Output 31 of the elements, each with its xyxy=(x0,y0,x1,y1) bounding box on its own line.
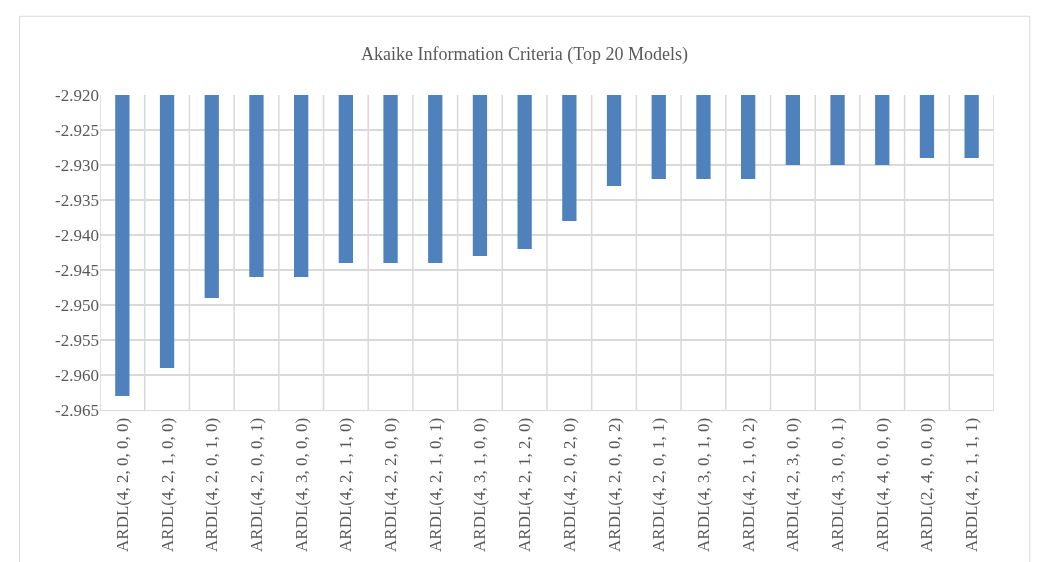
x-tick-label: ARDL(4, 2, 0, 0, 2) xyxy=(604,417,624,552)
x-tick-label: ARDL(4, 2, 1, 1, 0) xyxy=(336,417,356,552)
x-tick-label: ARDL(4, 2, 1, 0, 1) xyxy=(425,417,445,552)
x-tick-label: ARDL(4, 3, 0, 0, 1) xyxy=(828,417,848,552)
y-tick-label: -2.965 xyxy=(55,400,99,420)
y-tick-label: -2.935 xyxy=(55,190,99,210)
x-tick-label: ARDL(4, 2, 0, 0, 1) xyxy=(246,417,266,552)
x-tick-label: ARDL(4, 4, 0, 0, 0) xyxy=(872,417,892,552)
x-tick-label: ARDL(4, 2, 1, 0, 0) xyxy=(157,417,177,552)
y-tick-label: -2.955 xyxy=(55,330,99,350)
y-tick-label: -2.925 xyxy=(55,120,99,140)
x-tick-label: ARDL(4, 2, 1, 0, 2) xyxy=(738,417,758,552)
x-tick-label: ARDL(2, 4, 0, 0, 0) xyxy=(917,417,937,552)
y-tick-label: -2.945 xyxy=(55,260,99,280)
x-tick-label: ARDL(4, 2, 1, 1, 1) xyxy=(962,417,982,552)
x-tick-label: ARDL(4, 2, 0, 1, 1) xyxy=(649,417,669,552)
x-tick-label: ARDL(4, 2, 0, 2, 0) xyxy=(559,417,579,552)
x-tick-label: ARDL(4, 3, 0, 0, 0) xyxy=(291,417,311,552)
x-tick-label: ARDL(4, 2, 0, 1, 0) xyxy=(202,417,222,552)
x-tick-label: ARDL(4, 2, 1, 2, 0) xyxy=(515,417,535,552)
x-tick-label: ARDL(4, 3, 1, 0, 0) xyxy=(470,417,490,552)
x-tick-label: ARDL(4, 2, 3, 0, 0) xyxy=(783,417,803,552)
y-tick-label: -2.950 xyxy=(55,295,99,315)
y-tick-label: -2.920 xyxy=(55,85,99,105)
y-tick-label: -2.940 xyxy=(55,225,99,245)
x-tick-label: ARDL(4, 2, 0, 0, 0) xyxy=(112,417,132,552)
y-tick-label: -2.960 xyxy=(55,365,99,385)
x-tick-label: ARDL(4, 2, 2, 0, 0) xyxy=(381,417,401,552)
y-tick-label: -2.930 xyxy=(55,155,99,175)
x-tick-label: ARDL(4, 3, 0, 1, 0) xyxy=(693,417,713,552)
chart-title: Akaike Information Criteria (Top 20 Models) xyxy=(360,43,689,65)
